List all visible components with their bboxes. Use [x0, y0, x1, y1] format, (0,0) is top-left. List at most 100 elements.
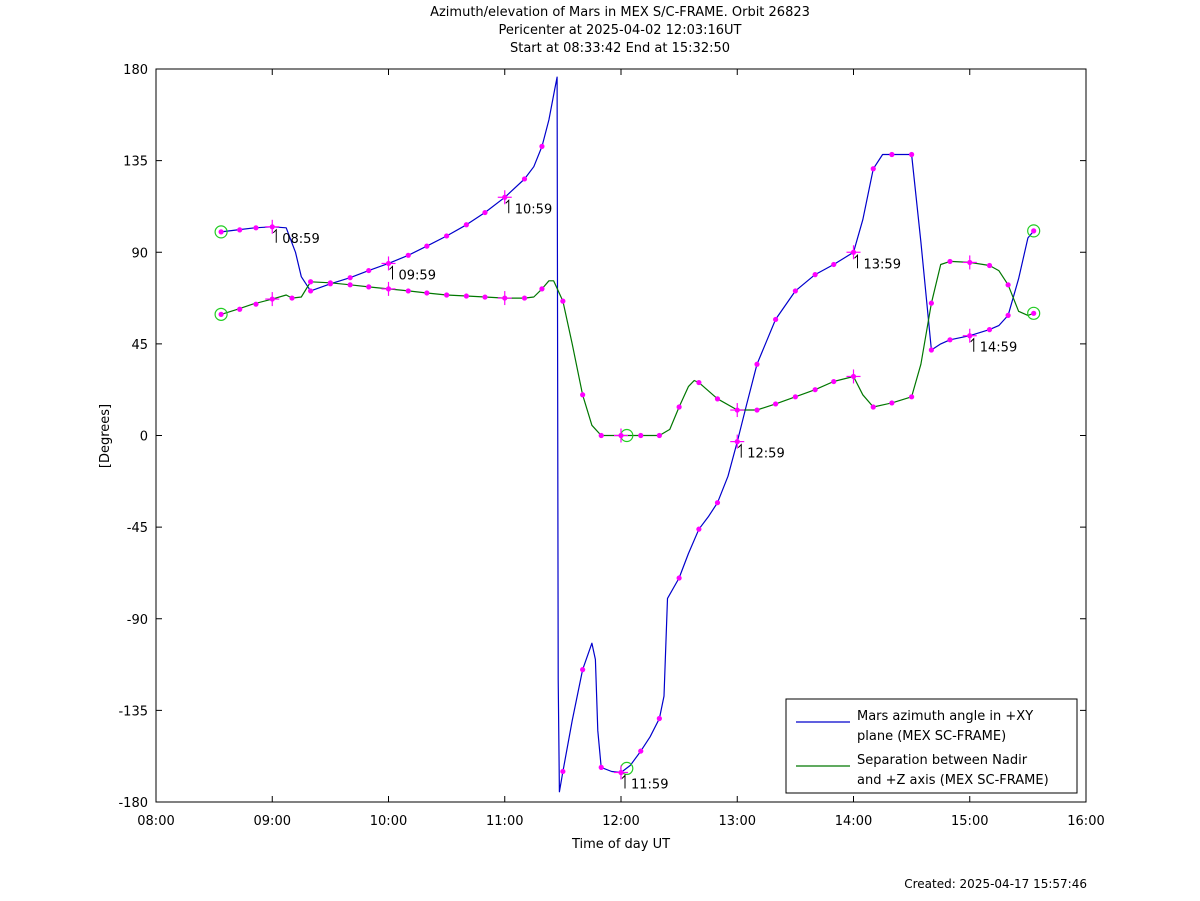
x-tick-label: 11:00 [486, 814, 523, 829]
legend-label-separation-line-1: Separation between Nadir [857, 753, 1028, 768]
azimuth-data-point [870, 166, 876, 172]
azimuth-time-label-pointer [737, 443, 742, 458]
separation-data-point [347, 282, 353, 288]
legend-label-separation-line-2: and +Z axis (MEX SC-FRAME) [857, 773, 1049, 788]
x-tick-label: 10:00 [370, 814, 407, 829]
azimuth-data-point [405, 252, 411, 258]
chart-title-block: Azimuth/elevation of Mars in MEX S/C-FRA… [0, 4, 1200, 58]
azimuth-data-point [792, 288, 798, 294]
azimuth-data-point [253, 225, 259, 231]
azimuth-data-point [463, 222, 469, 228]
separation-data-point [366, 284, 372, 290]
separation-data-point [676, 404, 682, 410]
azimuth-data-point [598, 764, 604, 770]
legend-label-azimuth-line-2: plane (MEX SC-FRAME) [857, 729, 1006, 744]
azimuth-data-point [696, 526, 702, 532]
azimuth-endpoint-circle [214, 225, 228, 239]
chart-title-line-1: Azimuth/elevation of Mars in MEX S/C-FRA… [430, 5, 810, 20]
created-timestamp: Created: 2025-04-17 15:57:46 [904, 877, 1087, 891]
separation-data-point [308, 279, 314, 285]
separation-data-point [870, 404, 876, 410]
azimuth-time-label: 12:59 [747, 447, 784, 462]
azimuth-endpoint-circle [1027, 224, 1041, 238]
chart-title-line-3: Start at 08:33:42 End at 15:32:50 [509, 41, 731, 56]
azimuth-data-point [812, 272, 818, 278]
azimuth-series-line [221, 76, 1035, 793]
separation-data-point [696, 379, 702, 386]
separation-data-point [598, 432, 604, 439]
separation-data-point [909, 394, 915, 400]
azimuth-data-point [638, 748, 644, 754]
separation-data-point [831, 378, 837, 385]
azimuth-data-point [308, 288, 314, 294]
azimuth-data-point [947, 337, 953, 343]
azimuth-data-point [928, 347, 934, 353]
azimuth-data-point [889, 151, 895, 158]
separation-endpoint-circle [1027, 306, 1041, 320]
x-tick-label: 09:00 [254, 814, 291, 829]
y-axis-label: [Degrees] [98, 404, 113, 468]
azimuth-data-point [909, 151, 915, 158]
separation-data-point [928, 300, 934, 306]
separation-data-point [638, 432, 644, 439]
y-tick-label: -45 [127, 521, 148, 536]
separation-endpoint-circle [214, 307, 228, 321]
separation-data-point [889, 400, 895, 406]
azimuth-time-label: 09:59 [399, 268, 436, 283]
y-tick-label: 45 [131, 338, 148, 353]
azimuth-time-label-pointer [389, 265, 393, 280]
separation-data-point [289, 295, 295, 301]
separation-data-point [560, 298, 566, 304]
separation-data-point [656, 432, 662, 439]
azimuth-data-point [218, 229, 224, 235]
x-tick-label: 14:00 [835, 814, 872, 829]
separation-data-point [754, 407, 760, 413]
azimuth-data-point [714, 500, 721, 506]
azimuth-data-point [986, 327, 993, 333]
legend-label-azimuth-line-1: Mars azimuth angle in +XY [857, 709, 1033, 724]
azimuth-data-point [482, 209, 488, 216]
separation-data-point [444, 292, 450, 298]
azimuth-data-point [424, 243, 430, 249]
azimuth-data-point [1031, 228, 1037, 234]
azimuth-data-point [580, 667, 586, 673]
azimuth-data-point [831, 261, 837, 268]
separation-data-point [521, 295, 528, 301]
separation-data-point [237, 306, 243, 312]
separation-series-line [220, 260, 1034, 437]
azimuth-data-point [366, 267, 372, 274]
y-tick-label: -90 [127, 613, 148, 628]
azimuth-data-point [1005, 312, 1011, 318]
x-tick-label: 08:00 [137, 814, 174, 829]
separation-data-point [327, 280, 333, 286]
x-tick-label: 12:00 [602, 814, 639, 829]
separation-data-point [539, 286, 545, 292]
separation-data-point [253, 301, 259, 307]
azimuth-data-point [560, 768, 566, 775]
y-tick-label: -180 [118, 796, 148, 811]
separation-data-point [405, 288, 411, 294]
y-tick-label: 135 [123, 155, 148, 170]
separation-data-point [580, 392, 586, 398]
y-tick-label: 180 [123, 63, 148, 78]
separation-data-point [482, 294, 488, 300]
separation-data-point [812, 387, 818, 393]
legend: Mars azimuth angle in +XY plane (MEX SC-… [785, 698, 1078, 794]
azimuth-data-point [773, 316, 779, 323]
y-tick-label: -135 [118, 704, 148, 719]
separation-data-point [947, 258, 953, 265]
separation-data-point [792, 394, 798, 400]
separation-data-point [1031, 310, 1037, 316]
azimuth-data-point [444, 233, 450, 239]
azimuth-time-label-pointer [505, 199, 510, 214]
separation-data-point [773, 401, 779, 407]
x-tick-label: 13:00 [719, 814, 756, 829]
azimuth-time-label-pointer [970, 337, 975, 352]
x-axis-label: Time of day UT [571, 837, 670, 852]
separation-data-point [218, 311, 224, 317]
azimuth-time-label: 14:59 [980, 341, 1017, 356]
legend-box [785, 698, 1078, 794]
azimuth-time-label-pointer [272, 228, 277, 243]
axis-ticks: 08:00 09:00 10:00 11:00 12:00 13:00 14:00 15:00… [118, 63, 1104, 829]
